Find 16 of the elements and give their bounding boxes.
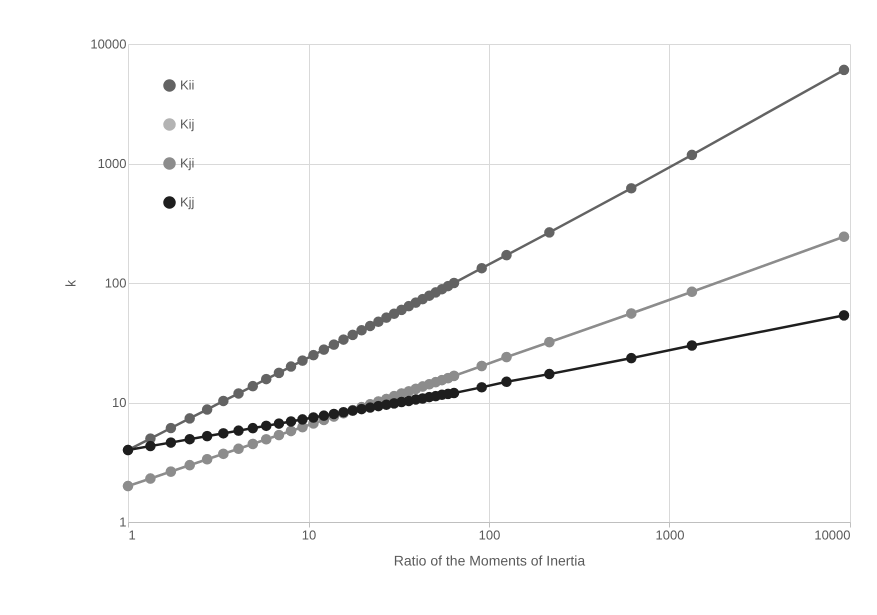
legend-label: Kij [180,116,195,132]
y-tick-label: 100 [104,276,126,290]
x-tick-label: 10 [302,528,316,542]
legend-label: Kji [180,156,195,170]
y-axis-title: k [62,279,78,287]
x-tick-label: 10000 [814,528,850,542]
x-tick-label: 100 [478,528,500,542]
y-tick-label: 10 [112,395,126,410]
y-tick-label: 1000 [98,156,126,171]
legend-label: Kjj [180,194,195,210]
x-tick-label: 1 [128,528,136,542]
x-tick-label: 1000 [656,528,684,542]
x-axis-title: Ratio of the Moments of Inertia [394,552,586,568]
legend-label: Kii [180,78,195,92]
y-tick-label: 10000 [90,36,126,52]
y-tick-label: 1 [119,514,126,530]
